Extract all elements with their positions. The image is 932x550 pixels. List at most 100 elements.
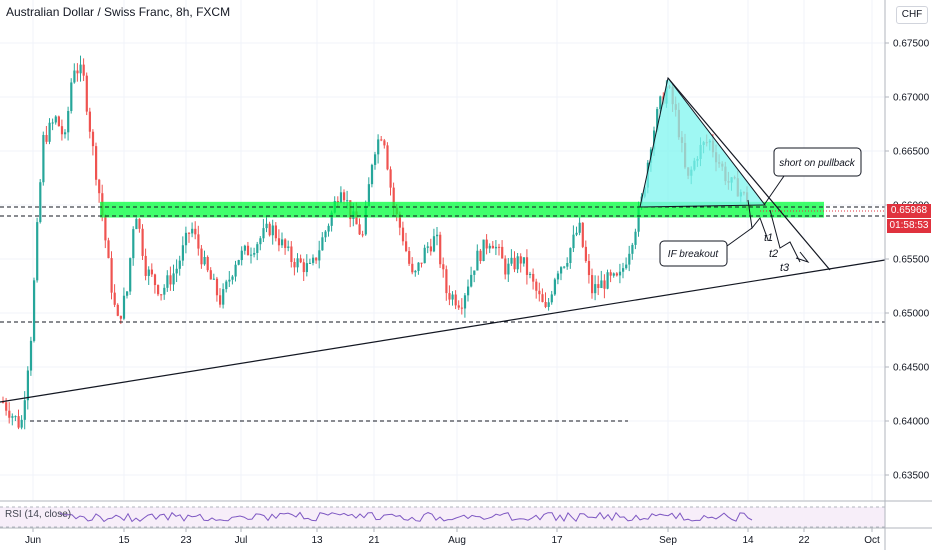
candle-body [20, 419, 23, 428]
candle-body [370, 164, 374, 185]
candle-body [194, 228, 197, 235]
candle-body [290, 246, 293, 263]
currency-button[interactable]: CHF [896, 6, 928, 24]
candle-body [8, 410, 11, 418]
price-tick-label: 0.67000 [893, 93, 930, 104]
candle-body [157, 285, 160, 295]
candle-body [346, 200, 349, 202]
projection-path-2 [769, 209, 801, 263]
candle-body [625, 264, 628, 269]
candle-body [339, 192, 343, 203]
candle-body [637, 207, 640, 232]
candle-body [33, 280, 36, 341]
time-tick-label: Aug [448, 535, 466, 546]
candle-body [184, 232, 188, 246]
target-label-t3: t3 [780, 262, 790, 274]
candle-body [634, 231, 637, 245]
time-tick-label: 13 [311, 535, 323, 546]
candle-body [29, 340, 33, 371]
candle-body [587, 260, 591, 276]
candle-body [488, 245, 491, 249]
candle-body [516, 256, 519, 270]
candle-body [556, 273, 560, 280]
candle-body [575, 232, 578, 235]
callout-box [773, 147, 862, 177]
candle-body [95, 146, 98, 180]
candle-body [460, 307, 463, 309]
candle-body [160, 294, 163, 296]
candle-body [215, 278, 219, 296]
candle-body [597, 284, 600, 289]
candle-body [299, 258, 302, 263]
candle-body [485, 239, 488, 249]
candle-body [169, 275, 172, 285]
candle-body [212, 278, 215, 280]
candle-body [525, 257, 529, 275]
candle-body [265, 223, 268, 229]
candle-body [129, 258, 132, 292]
candle-body [569, 248, 572, 264]
candle-body [324, 231, 327, 238]
candle-body [5, 402, 8, 411]
candle-body [318, 250, 321, 261]
callout-pointer [763, 175, 785, 206]
candle-body [225, 281, 228, 290]
rsi-pane [0, 500, 932, 528]
candle-body [343, 192, 346, 201]
candle-body [612, 273, 615, 276]
candle-body [79, 64, 82, 74]
candle-body [445, 269, 448, 294]
time-tick-label: 21 [368, 535, 380, 546]
candle-body [622, 268, 625, 272]
candle-body [355, 211, 358, 225]
candle-body [606, 272, 609, 289]
chart-title: Australian Dollar / Swiss Franc, 8h, FXC… [6, 5, 231, 19]
candle-body [119, 315, 122, 319]
candle-body [17, 416, 20, 428]
candle-body [234, 264, 237, 277]
candle-body [259, 238, 262, 245]
candle-body [367, 184, 370, 207]
candle-body [14, 416, 17, 418]
candle-body [67, 110, 70, 133]
candle-body [141, 228, 144, 256]
candle-body [138, 218, 141, 229]
candle-body [281, 239, 284, 246]
candle-body [538, 290, 541, 295]
candle-body [603, 280, 606, 289]
candle-body [243, 245, 246, 251]
candle-body [498, 246, 501, 248]
candle-body [494, 246, 498, 249]
candle-body [389, 169, 392, 188]
candle-body [374, 154, 377, 165]
candle-body [191, 228, 194, 234]
target-label-t1: t1 [764, 232, 773, 244]
candle-body [206, 257, 209, 271]
time-tick-label: 14 [742, 535, 754, 546]
candle-body [436, 234, 439, 237]
price-tick-label: 0.64000 [893, 417, 930, 428]
candle-body [560, 267, 563, 274]
candle-body [57, 116, 60, 127]
candle-body [110, 258, 113, 293]
triangle-upper-line [667, 77, 831, 271]
candle-body [166, 275, 169, 288]
candle-body [73, 70, 76, 83]
candle-body [203, 257, 206, 265]
candle-body [39, 182, 42, 223]
candle-body [411, 263, 414, 273]
candle-body [256, 244, 259, 253]
candle-body [510, 257, 513, 264]
candle-body [219, 295, 222, 305]
candle-body [491, 245, 494, 249]
candle-body [135, 218, 138, 230]
candle-body [553, 279, 556, 295]
candle-body [36, 222, 39, 281]
candle-body [501, 246, 504, 259]
candle-body [305, 263, 308, 273]
time-tick-label: 17 [551, 535, 563, 546]
rsi-band [0, 507, 885, 527]
candle-body [513, 257, 516, 270]
